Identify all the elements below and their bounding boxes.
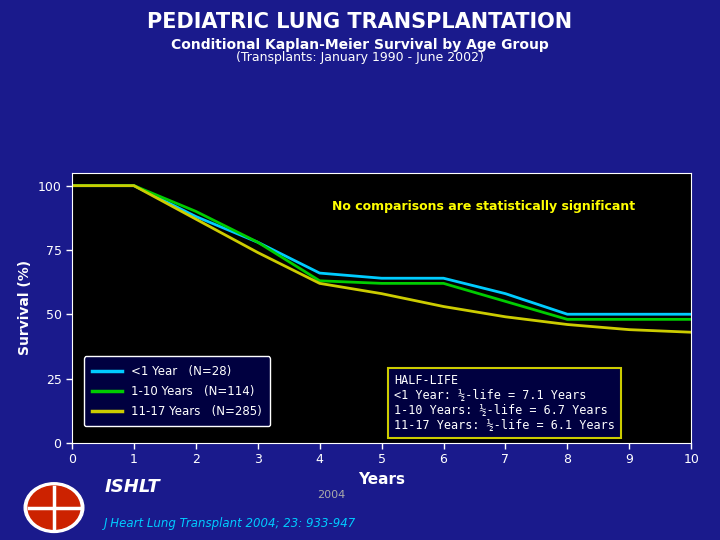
Text: ISHLT: ISHLT [104,478,160,496]
Text: PEDIATRIC LUNG TRANSPLANTATION: PEDIATRIC LUNG TRANSPLANTATION [148,12,572,32]
Circle shape [28,486,80,529]
Text: HALF-LIFE
<1 Year: ½-life = 7.1 Years
1-10 Years: ½-life = 6.7 Years
11-17 Years: HALF-LIFE <1 Year: ½-life = 7.1 Years 1-… [394,374,615,432]
Text: No comparisons are statistically significant: No comparisons are statistically signifi… [332,200,635,213]
Text: J Heart Lung Transplant 2004; 23: 933-947: J Heart Lung Transplant 2004; 23: 933-94… [104,517,356,530]
Text: 2004: 2004 [317,489,345,500]
Y-axis label: Survival (%): Survival (%) [18,260,32,355]
Text: Conditional Kaplan-Meier Survival by Age Group: Conditional Kaplan-Meier Survival by Age… [171,38,549,52]
Circle shape [24,483,84,532]
X-axis label: Years: Years [358,472,405,487]
Text: (Transplants: January 1990 - June 2002): (Transplants: January 1990 - June 2002) [236,51,484,64]
Legend: <1 Year   (N=28), 1-10 Years   (N=114), 11-17 Years   (N=285): <1 Year (N=28), 1-10 Years (N=114), 11-1… [84,356,270,426]
